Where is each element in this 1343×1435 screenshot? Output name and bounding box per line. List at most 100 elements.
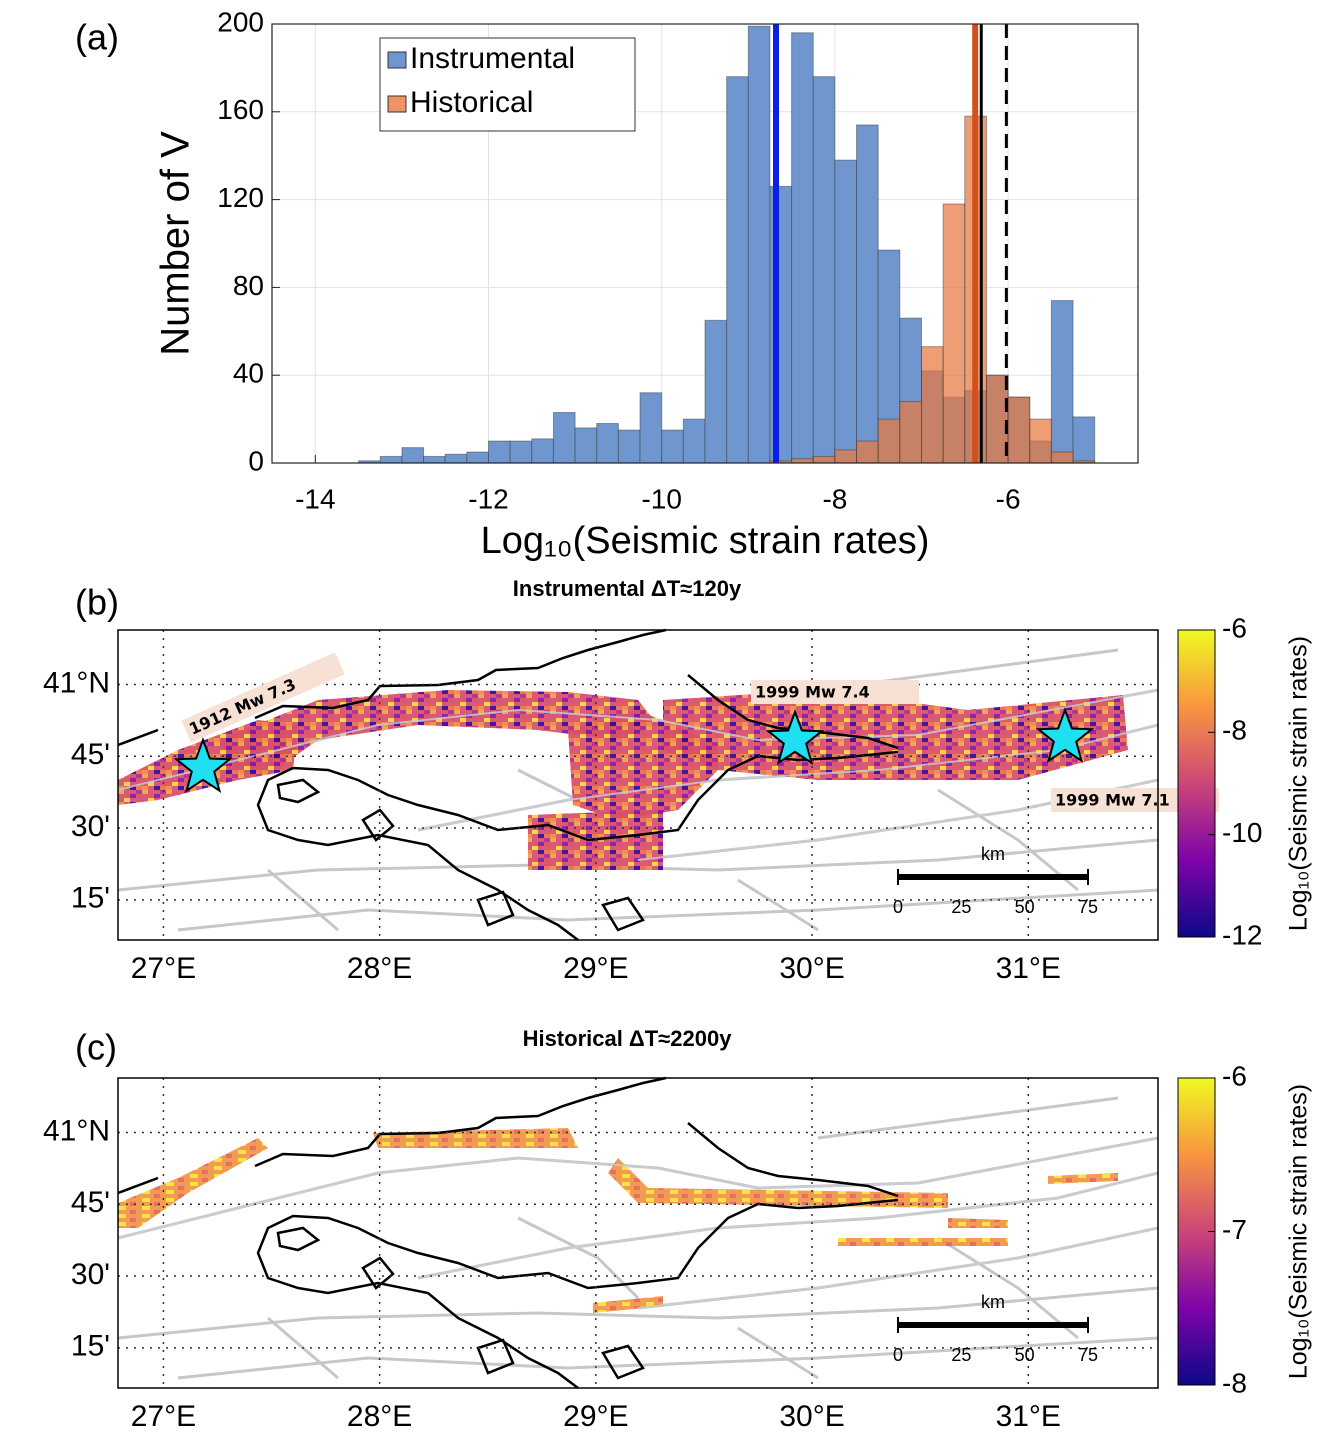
legend-label: Instrumental (410, 42, 575, 75)
lat-tick-label: 30' (71, 810, 110, 843)
axes-frame (271, 23, 1139, 464)
y-axis-label: Number of V (154, 131, 198, 356)
bar (1007, 396, 1031, 464)
lat-tick-label: 15' (71, 882, 110, 915)
lon-tick-label: 27°E (131, 1400, 196, 1433)
lon-tick-label: 27°E (131, 952, 196, 985)
annotation-bg (181, 652, 345, 743)
fault-line (177, 1336, 1159, 1380)
bar (899, 401, 922, 464)
scale-label: 50 (1015, 1345, 1035, 1365)
bar (379, 455, 403, 464)
lon-tick-label: 30°E (779, 952, 844, 985)
scale-label: 0 (893, 897, 903, 917)
annotation-text: 1999 Mw 7.4 (755, 683, 870, 702)
map-frame (117, 629, 1159, 941)
fault-line (737, 878, 819, 932)
colorbar-tick-label: -12 (1222, 919, 1262, 950)
colorbar-tick-label: -6 (1222, 612, 1247, 643)
epicenter-star (173, 737, 233, 794)
bar (1050, 300, 1074, 464)
colorbar-tick-label: -8 (1222, 715, 1247, 746)
scale-label: 50 (1015, 897, 1035, 917)
strain-patch (838, 1238, 1008, 1246)
x-tick-label: -10 (641, 483, 681, 514)
bar (423, 455, 446, 464)
fault-line (117, 1286, 1159, 1340)
colorbar-tick-label: -10 (1222, 817, 1262, 848)
bar (812, 76, 836, 464)
y-tick-label: 80 (233, 270, 264, 301)
lat-tick-label: 41°N (43, 666, 110, 699)
bar (856, 124, 879, 464)
map-layer (117, 1076, 1159, 1389)
island (601, 896, 645, 932)
fault-line (637, 1227, 1159, 1309)
lon-tick-label: 31°E (996, 952, 1061, 985)
annotation-text: 1999 Mw 7.1 (1055, 791, 1170, 810)
bar (747, 25, 771, 464)
bar (791, 32, 814, 464)
scale-unit: km (981, 844, 1005, 864)
lon-tick-label: 31°E (996, 1400, 1061, 1433)
bar (574, 427, 598, 464)
bar (1050, 451, 1074, 464)
colorbar-label: Log₁₀(Seismic strain rates) (1285, 1084, 1313, 1379)
map-title: Historical ΔT≈2200y (523, 1026, 733, 1051)
x-axis-label: Log₁₀(Seismic strain rates) (481, 520, 930, 562)
bar (531, 438, 554, 464)
annotation: 1999 Mw 7.4 (751, 680, 919, 704)
coastline (117, 1076, 899, 1389)
colorbar (1177, 629, 1216, 938)
bar (921, 346, 944, 464)
fault-line (117, 689, 1159, 791)
island (361, 1256, 395, 1290)
bar (877, 418, 901, 464)
bar (942, 203, 966, 464)
y-tick-label: 160 (217, 94, 264, 125)
bar (639, 392, 663, 464)
legend-swatch (387, 95, 407, 113)
fault-line (417, 1172, 1159, 1279)
x-tick-label: -6 (996, 483, 1021, 514)
x-tick-label: -8 (822, 483, 847, 514)
scale-unit: km (981, 1292, 1005, 1312)
island (476, 1338, 515, 1375)
strain-patch (948, 1218, 1008, 1228)
y-tick-label: 0 (248, 445, 264, 476)
bar (509, 440, 533, 464)
scale-label: 75 (1078, 897, 1098, 917)
lat-tick-label: 45' (71, 1186, 110, 1219)
lat-tick-label: 15' (71, 1330, 110, 1363)
colorbar-tick-label: -7 (1222, 1214, 1247, 1245)
lat-tick-label: 41°N (43, 1114, 110, 1147)
strain-patch (118, 1138, 268, 1228)
bar (617, 429, 641, 464)
scale-label: 0 (893, 1345, 903, 1365)
scale-label: 25 (951, 897, 971, 917)
lat-tick-label: 45' (71, 738, 110, 771)
bar (834, 449, 858, 464)
island (276, 1226, 321, 1252)
bar (812, 455, 836, 464)
bar (401, 447, 425, 464)
strain-patch (1048, 1173, 1118, 1184)
epicenter-star (765, 709, 825, 766)
bar (791, 458, 814, 464)
map-frame (117, 1077, 1159, 1389)
panel-label: (b) (75, 582, 119, 623)
fault-line (937, 788, 1079, 892)
map-area (118, 1078, 1158, 1388)
map-title: Instrumental ΔT≈120y (513, 576, 742, 601)
bar (856, 440, 879, 464)
strain-patch (608, 1158, 948, 1208)
colorbar-tick-label: -8 (1222, 1367, 1247, 1398)
colorbar-tick-label: -6 (1222, 1060, 1247, 1091)
panel-label: (a) (75, 17, 119, 58)
fault-line (937, 1236, 1079, 1340)
fault-line (817, 1096, 1119, 1140)
epicenter-star (1035, 707, 1095, 764)
lon-tick-label: 29°E (563, 1400, 628, 1433)
lat-tick-label: 30' (71, 1258, 110, 1291)
